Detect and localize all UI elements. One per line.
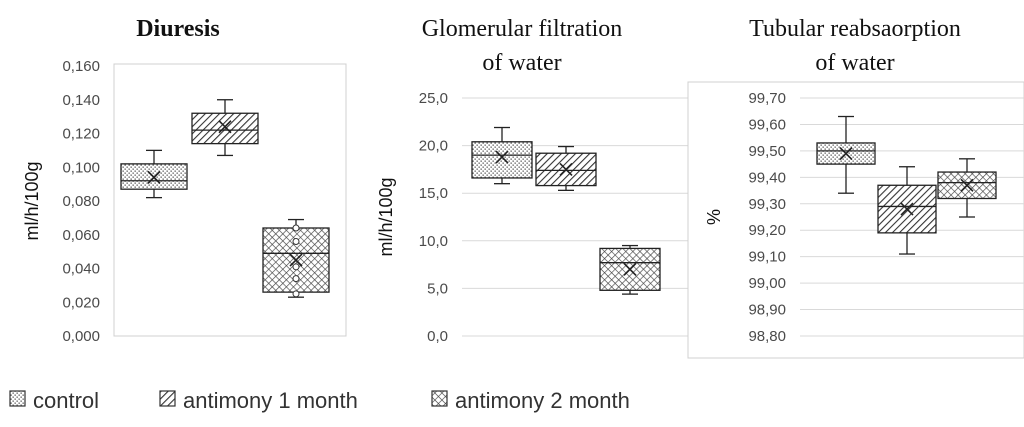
- y-tick-label: 0,160: [62, 58, 100, 75]
- y-tick-label: 98,90: [748, 302, 786, 319]
- y-tick-label: 0,120: [62, 126, 100, 143]
- data-point: [292, 275, 300, 283]
- legend-label: control: [33, 388, 99, 413]
- data-point: [292, 224, 300, 232]
- y-tick-label: 98,80: [748, 328, 786, 345]
- chart-title: of water: [815, 50, 894, 76]
- y-tick-label: 99,70: [748, 90, 786, 107]
- chart-title: Glomerular filtration: [422, 16, 623, 42]
- mean-marker: [900, 202, 914, 216]
- y-tick-label: 99,10: [748, 249, 786, 266]
- chart-title: Diuresis: [136, 16, 220, 42]
- chart-panel-1: 0,000 0,020 0,040 0,060 0,080 0,100 0,120 0,140…: [22, 16, 347, 345]
- box-antimony-1-month: [535, 145, 597, 191]
- chart-title: Tubular reabsaorption: [749, 16, 961, 42]
- y-tick-label: 99,40: [748, 169, 786, 186]
- y-axis-label: ml/h/100g: [376, 177, 396, 256]
- legend: control antimony 1 month antimony 2 month: [9, 388, 630, 413]
- mean-marker: [495, 150, 509, 164]
- mean-marker: [623, 262, 637, 276]
- y-tick-label: 0,020: [62, 294, 100, 311]
- legend-swatch: [431, 390, 448, 407]
- plot-frame: [687, 81, 1024, 359]
- legend-label: antimony 2 month: [455, 388, 630, 413]
- y-tick-label: 20,0: [419, 138, 448, 155]
- y-tick-label: 99,50: [748, 143, 786, 160]
- mean-marker: [960, 178, 974, 192]
- chart-panel-2: 0,0 5,0 10,0 15,0 20,0 25,0 Glomerular filtrat…: [376, 16, 688, 345]
- box-control: [120, 149, 188, 199]
- data-point: [292, 290, 300, 298]
- y-tick-label: 0,0: [427, 328, 448, 345]
- data-point: [292, 263, 300, 271]
- iqr-box: [191, 112, 259, 145]
- plot-frame: [113, 63, 347, 337]
- legend-swatch: [9, 390, 26, 407]
- legend-item-antimony-1-month: antimony 1 month: [159, 388, 358, 413]
- data-point: [292, 238, 300, 245]
- y-tick-label: 99,60: [748, 116, 786, 133]
- legend-item-control: control: [9, 388, 99, 413]
- mean-marker: [218, 120, 232, 134]
- y-tick-label: 15,0: [419, 185, 448, 202]
- chart-panel-3: 98,80 98,90 99,00 99,10 99,20 99,30 99,40 99,50…: [687, 16, 1024, 359]
- y-tick-label: 0,000: [62, 328, 100, 345]
- legend-swatch: [159, 390, 176, 407]
- mean-marker: [289, 253, 303, 267]
- chart-title: of water: [482, 50, 561, 76]
- box-antimony-2-month: [937, 158, 997, 218]
- legend-item-antimony-2-month: antimony 2 month: [431, 388, 630, 413]
- box-antimony-2-month: [599, 244, 661, 295]
- legend-label: antimony 1 month: [183, 388, 358, 413]
- y-tick-label: 0,100: [62, 159, 100, 176]
- box-antimony-1-month: [877, 166, 937, 255]
- y-tick-label: 0,040: [62, 261, 100, 278]
- y-tick-label: 0,060: [62, 227, 100, 244]
- y-tick-label: 99,20: [748, 222, 786, 239]
- y-tick-label: 10,0: [419, 233, 448, 250]
- y-axis-label: ml/h/100g: [22, 161, 42, 240]
- box-antimony-2-month: [262, 218, 330, 298]
- mean-marker: [839, 146, 853, 161]
- y-tick-label: 99,00: [748, 275, 786, 292]
- y-tick-label: 5,0: [427, 280, 448, 297]
- box-antimony-1-month: [191, 99, 259, 157]
- y-axis-label: %: [704, 209, 724, 225]
- y-tick-label: 25,0: [419, 90, 448, 107]
- iqr-box: [471, 141, 533, 179]
- y-tick-label: 0,140: [62, 92, 100, 109]
- mean-marker: [559, 162, 573, 176]
- box-control: [471, 126, 533, 185]
- mean-marker: [147, 170, 161, 184]
- box-control: [816, 115, 876, 194]
- y-tick-label: 0,080: [62, 193, 100, 210]
- y-tick-label: 99,30: [748, 196, 786, 213]
